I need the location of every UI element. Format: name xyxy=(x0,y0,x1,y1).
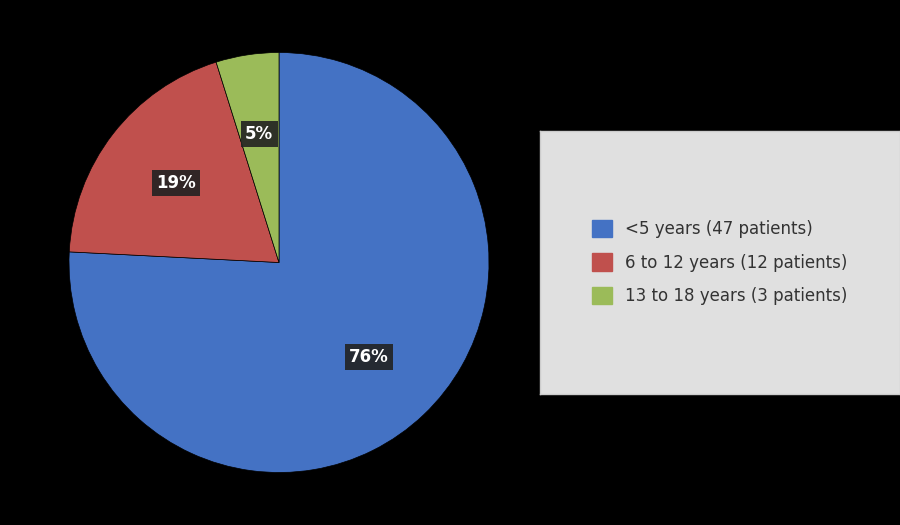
Text: 19%: 19% xyxy=(157,174,196,192)
Text: 76%: 76% xyxy=(349,348,389,366)
Wedge shape xyxy=(69,52,489,472)
Wedge shape xyxy=(69,62,279,262)
Wedge shape xyxy=(216,52,279,262)
Text: 5%: 5% xyxy=(245,125,274,143)
Legend: <5 years (47 patients), 6 to 12 years (12 patients), 13 to 18 years (3 patients): <5 years (47 patients), 6 to 12 years (1… xyxy=(575,204,865,321)
